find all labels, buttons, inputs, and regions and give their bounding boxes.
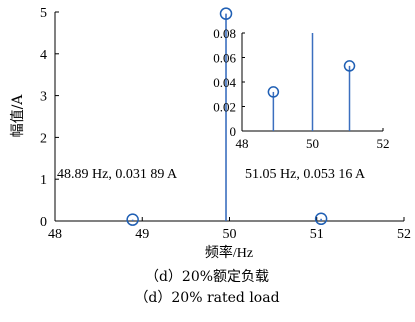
inset-y-tick-label: 0.08	[213, 26, 236, 41]
y-tick-label: 3	[40, 90, 47, 105]
y-axis-label: 幅值/A	[10, 94, 26, 138]
x-tick-label: 51	[310, 227, 324, 242]
inset-x-tick-label: 52	[377, 136, 390, 151]
inset-ticks: 48 50 52 0 0.02 0.04 0.06 0.08	[213, 26, 389, 151]
inset-y-tick-label: 0.04	[213, 75, 236, 90]
x-tick-label: 48	[48, 227, 62, 242]
y-tick-label: 4	[40, 48, 47, 63]
inset-stem-marker	[343, 60, 356, 72]
x-tick-label: 52	[397, 227, 411, 242]
inset-y-tick-label: 0.02	[213, 100, 236, 115]
inset-x-tick-label: 48	[236, 136, 249, 151]
y-tick-label: 5	[40, 6, 47, 21]
y-tick-label: 1	[40, 173, 47, 188]
caption-english: （d）20% rated load	[134, 290, 279, 306]
stem-marker	[219, 7, 233, 20]
main-markers	[126, 7, 328, 226]
inset-axes: 48 50 52 0 0.02 0.04 0.06 0.08	[213, 26, 389, 151]
inset-x-tick-label: 50	[306, 136, 319, 151]
main-stems	[131, 13, 322, 221]
inset-stems	[272, 33, 351, 131]
annotation-left: 48.89 Hz, 0.031 89 A	[57, 167, 178, 182]
inset-stem-marker	[267, 86, 280, 98]
caption-chinese: （d）20%额定负载	[145, 269, 269, 285]
x-axis-label: 频率/Hz	[205, 244, 253, 261]
stem-marker	[314, 212, 328, 226]
inset-markers	[267, 60, 356, 98]
x-tick-label: 49	[135, 227, 149, 242]
inset-y-tick-label: 0	[230, 124, 237, 139]
y-tick-label: 0	[40, 215, 47, 230]
x-tick-label: 50	[223, 227, 237, 242]
main-ticks: 48 49 50 51 52 0 1 2 3 4 5	[40, 6, 411, 242]
stem-marker	[126, 213, 139, 226]
annotation-right: 51.05 Hz, 0.053 16 A	[245, 167, 366, 182]
inset-y-tick-label: 0.06	[213, 51, 236, 66]
main-axes: 48 49 50 51 52 0 1 2 3 4 5	[40, 6, 411, 242]
y-tick-label: 2	[40, 131, 47, 146]
